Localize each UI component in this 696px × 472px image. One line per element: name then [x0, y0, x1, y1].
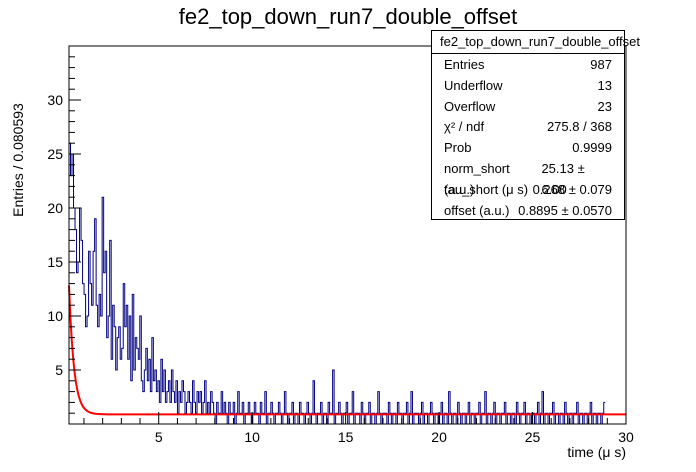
y-tick-label: 5 [55, 362, 63, 378]
stats-box-title: fe2_top_down_run7_double_offset [432, 31, 640, 54]
stats-row-value: 23 [597, 98, 612, 114]
stats-row: Prob 0.9999 [432, 138, 624, 159]
stats-row-label: Entries [444, 57, 485, 72]
x-axis-label: time (μ s) [567, 444, 626, 460]
stats-row-label: Prob [444, 140, 472, 156]
stats-row-value: 275.8 / 368 [546, 119, 612, 135]
plot-frame [68, 45, 627, 425]
x-tick-label: 10 [244, 429, 260, 445]
stats-row-label: tau_short (μ s) [444, 181, 529, 197]
y-tick-label: 30 [47, 92, 63, 108]
stats-row: norm_short (a.u.) 25.13 ± 6.00 [432, 159, 624, 197]
y-tick-label: 10 [47, 308, 63, 324]
stats-box: fe2_top_down_run7_double_offset Entries 9… [431, 30, 640, 221]
stats-row: tau_short (μ s) 0.268 ± 0.079 [432, 180, 624, 201]
stats-row-value: 0.268 ± 0.079 [532, 181, 612, 197]
stats-rows: Entries 987 Underflow 13 Overflow 23 χ² / ndf 2… [432, 55, 624, 221]
stats-row-label: Underflow [444, 77, 503, 93]
fit-curve [68, 285, 626, 416]
stats-row-value: 0.9999 [572, 140, 612, 156]
stats-row-label: norm_short (a.u.) [444, 160, 510, 197]
stats-row-label: Overflow [444, 98, 496, 114]
stats-row-value: 0.8895 ± 0.0570 [518, 202, 612, 218]
stats-row: χ² / ndf 275.8 / 368 [432, 117, 624, 138]
chart-title: fe2_top_down_run7_double_offset [178, 4, 518, 29]
y-axis-label: Entries / 0.080593 [6, 100, 30, 220]
y-axis-label-text: Entries / 0.080593 [10, 103, 26, 217]
x-tick-label: 25 [525, 429, 541, 445]
stats-row: Overflow 23 [432, 97, 624, 118]
x-tick-label: 15 [338, 429, 354, 445]
stats-row: Underflow 13 [432, 76, 624, 97]
stats-row-label: χ² / ndf [444, 119, 485, 135]
y-tick-label: 20 [47, 200, 63, 216]
x-tick-label: 30 [618, 429, 634, 445]
histogram-series [68, 142, 606, 425]
x-tick-label: 20 [431, 429, 447, 445]
stats-row-value: 987 [590, 57, 612, 72]
stats-row-value: 13 [597, 77, 612, 93]
x-tick-label: 5 [155, 429, 163, 445]
stats-row: Entries 987 [432, 55, 624, 76]
stats-row-value: 25.13 ± 6.00 [541, 160, 585, 197]
y-tick-label: 15 [47, 254, 63, 270]
stats-row-label: offset (a.u.) [444, 202, 510, 218]
y-tick-label: 25 [47, 146, 63, 162]
stats-row: offset (a.u.) 0.8895 ± 0.0570 [432, 201, 624, 222]
